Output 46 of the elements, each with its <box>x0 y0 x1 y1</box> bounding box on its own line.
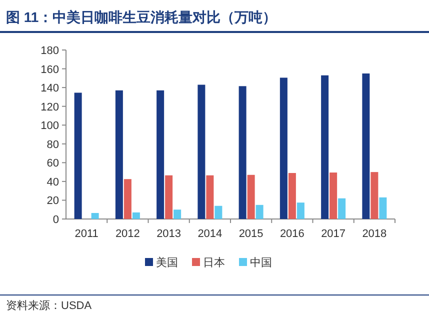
bar <box>174 210 182 219</box>
bar <box>280 78 288 219</box>
x-tick-label: 2011 <box>74 228 98 240</box>
y-tick-label: 20 <box>46 195 59 208</box>
bar <box>338 198 346 219</box>
x-tick-label: 2016 <box>280 228 304 240</box>
bar <box>330 172 338 219</box>
bar <box>74 92 82 219</box>
bar <box>198 84 206 219</box>
y-tick-label: 60 <box>46 158 59 170</box>
legend-label: 美国 <box>156 256 178 269</box>
bar <box>132 212 140 219</box>
bar <box>156 90 164 219</box>
bar <box>91 212 99 219</box>
y-tick-label: 0 <box>52 214 59 226</box>
bar <box>321 75 329 219</box>
title: 图 11：中美日咖啡生豆消耗量对比（万吨） <box>6 9 277 25</box>
bar <box>115 90 123 219</box>
text: 资料来源：USDA <box>6 299 92 312</box>
y-tick-label: 80 <box>46 138 59 151</box>
bar <box>256 204 264 219</box>
bar <box>247 174 255 219</box>
bar <box>165 175 173 219</box>
x-tick-label: 2018 <box>362 228 387 240</box>
x-tick-label: 2017 <box>321 228 346 240</box>
x-tick-label: 2012 <box>115 228 140 240</box>
legend-label: 日本 <box>203 256 225 269</box>
y-tick-label: 100 <box>40 120 59 132</box>
y-tick-label: 40 <box>46 176 59 188</box>
bar <box>379 197 387 219</box>
x-tick-label: 2013 <box>156 228 182 240</box>
x-tick-label: 2015 <box>238 228 264 240</box>
bar <box>238 86 246 219</box>
legend-label: 中国 <box>250 256 272 269</box>
bar <box>370 172 378 219</box>
bar <box>206 175 214 219</box>
bar <box>362 73 370 219</box>
bar <box>214 206 222 219</box>
y-tick-label: 140 <box>40 82 59 95</box>
y-tick-label: 180 <box>40 45 59 57</box>
bar <box>296 202 304 219</box>
y-tick-label: 120 <box>40 101 59 114</box>
bar <box>288 172 296 219</box>
y-tick-label: 160 <box>40 64 59 76</box>
bar <box>124 179 132 219</box>
x-tick-label: 2014 <box>198 228 222 240</box>
